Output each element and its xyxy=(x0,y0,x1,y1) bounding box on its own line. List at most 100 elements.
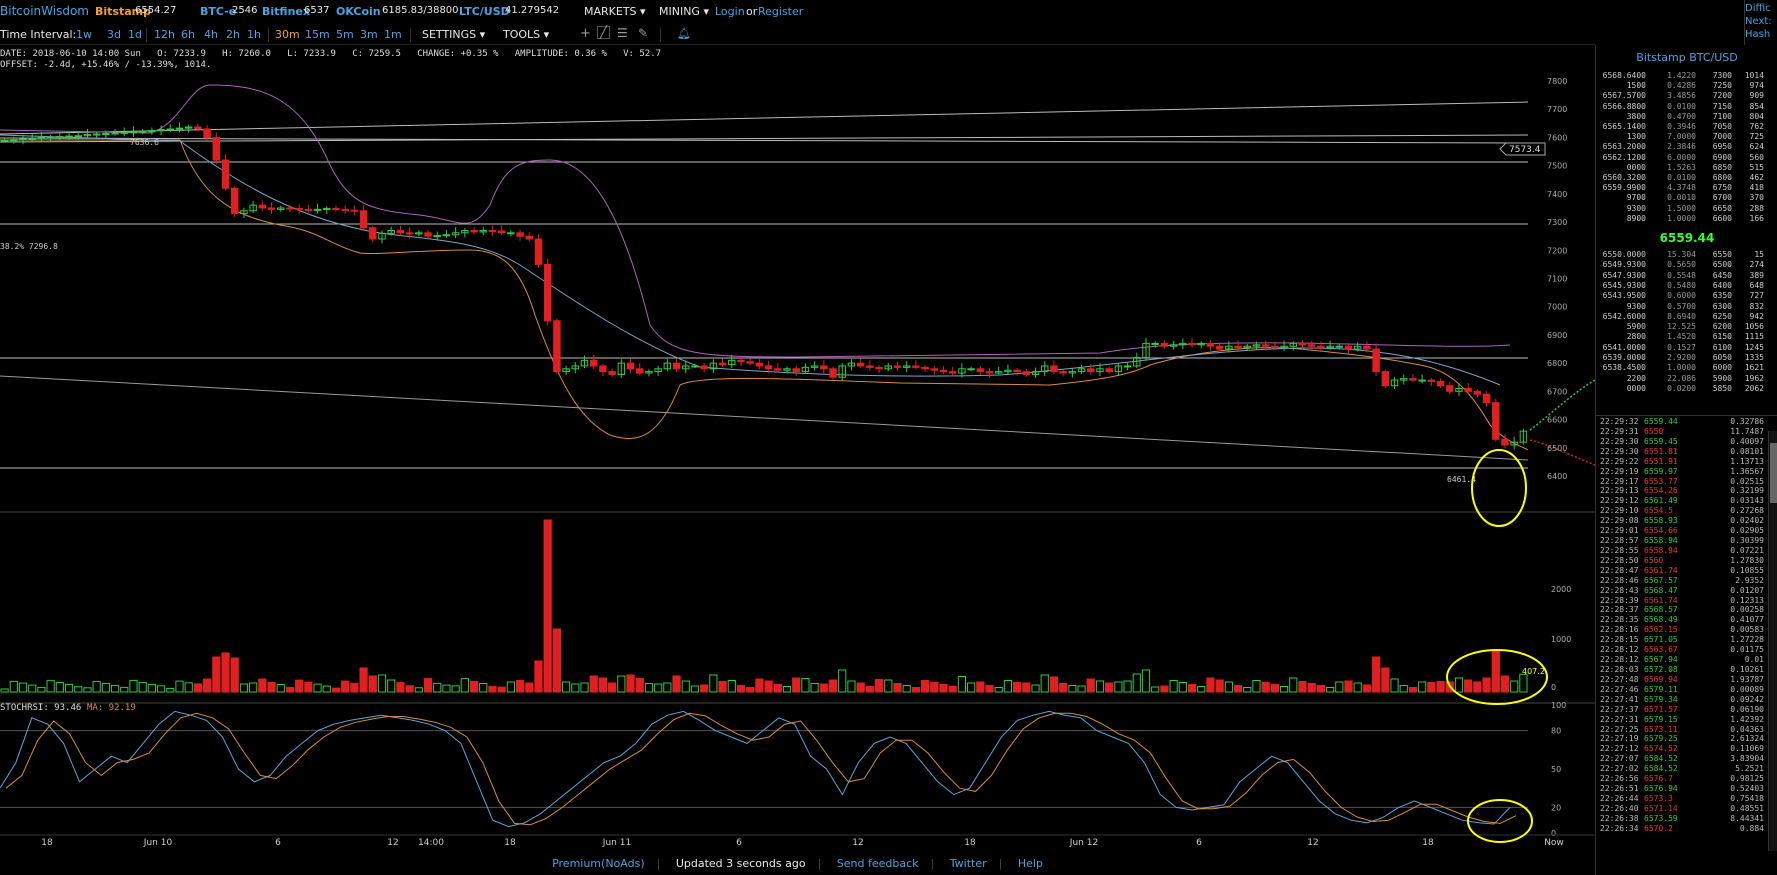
level-line[interactable] xyxy=(0,137,1529,144)
volume-bar xyxy=(1243,687,1252,693)
trendline-icon[interactable]: ╱ xyxy=(597,26,610,39)
candle-body xyxy=(755,362,764,367)
interval-12h[interactable]: 12h xyxy=(154,28,175,41)
ticker-name[interactable]: OKCoin xyxy=(336,5,381,18)
bid-cell: 727 xyxy=(1749,291,1764,301)
candle-body xyxy=(295,208,303,211)
x-axis-label: 6 xyxy=(1196,838,1202,848)
candle-body xyxy=(451,232,460,236)
help-link[interactable]: Help xyxy=(1017,857,1043,870)
bid-cell: 0.5700 xyxy=(1667,301,1696,311)
candle-body xyxy=(10,139,18,142)
ask-row: 9300 1.5000 6650 288 xyxy=(1600,204,1766,214)
candle-body xyxy=(267,207,276,210)
bid-row: 6550.0000 15.304 6550 15 xyxy=(1600,250,1766,260)
premium-link[interactable]: Premium(NoAds) xyxy=(552,857,645,870)
projection-down xyxy=(1529,439,1595,466)
volume-bar xyxy=(203,678,212,693)
highlight-circle xyxy=(1467,799,1533,843)
bid-cell: 1056 xyxy=(1744,322,1764,332)
volume-bar xyxy=(782,686,792,693)
tools-menu[interactable]: TOOLS ▾ xyxy=(503,28,550,41)
candle-body xyxy=(1436,380,1445,387)
trade-price: 6572.08 xyxy=(1644,665,1678,674)
trade-amount: 0.02402 xyxy=(1730,516,1764,526)
login-link[interactable]: Login xyxy=(715,5,745,18)
interval-1d[interactable]: 1d xyxy=(128,28,142,41)
interval-1w[interactable]: 1w xyxy=(76,28,92,41)
markets-menu[interactable]: MARKETS ▾ xyxy=(584,5,646,18)
current-price-label: 7573.4 xyxy=(1509,145,1541,155)
fib-lines-icon[interactable]: ☰ xyxy=(617,26,628,40)
interval-5m[interactable]: 5m xyxy=(336,28,354,41)
ticker-name[interactable]: Bitfinex xyxy=(262,5,310,18)
ask-cell: 6700 xyxy=(1712,193,1732,203)
candle-body xyxy=(1197,342,1205,346)
candle-body xyxy=(976,368,985,373)
ticker-name[interactable]: BTC-e xyxy=(200,5,237,18)
mining-menu[interactable]: MINING ▾ xyxy=(659,5,709,18)
bid-cell: 5900 xyxy=(1712,373,1732,383)
interval-6h[interactable]: 6h xyxy=(181,28,195,41)
interval-2h[interactable]: 2h xyxy=(226,28,240,41)
volume-bar xyxy=(976,681,985,693)
trend-line[interactable] xyxy=(0,375,1529,461)
bid-cell: 1962 xyxy=(1744,373,1764,383)
candle-body xyxy=(1068,371,1077,374)
interval-3d[interactable]: 3d xyxy=(107,28,121,41)
send-feedback-link[interactable]: Send feedback xyxy=(836,857,919,870)
ask-cell: 6560.3200 xyxy=(1602,173,1646,182)
crosshair-icon[interactable]: + xyxy=(580,26,591,41)
interval-15m[interactable]: 15m xyxy=(305,28,330,41)
ask-cell: 7050 xyxy=(1712,122,1732,131)
bid-cell: 0.0200 xyxy=(1667,383,1696,393)
volume-bar xyxy=(258,678,267,693)
bid-row: 0000 0.0200 5850 2062 xyxy=(1600,384,1766,394)
ask-cell: 418 xyxy=(1749,183,1764,193)
volume-bar xyxy=(755,678,764,693)
settings-menu[interactable]: SETTINGS ▾ xyxy=(422,28,486,41)
volume-bar xyxy=(184,682,193,693)
x-axis-label: 6 xyxy=(275,838,281,848)
trade-amount: 5.2521 xyxy=(1735,764,1764,774)
trade-time: 22:29:30 xyxy=(1600,436,1639,446)
alert-bell-icon[interactable]: 🔔︎ xyxy=(677,27,691,40)
volume-bar xyxy=(515,679,525,693)
x-axis-label: 12 xyxy=(387,838,398,848)
interval-1h[interactable]: 1h xyxy=(247,28,261,41)
trade-price: 6562.15 xyxy=(1644,625,1678,635)
draw-pen-icon[interactable]: ✎ xyxy=(638,26,649,40)
trade-amount: 1.42392 xyxy=(1730,714,1764,724)
ask-cell: 909 xyxy=(1749,91,1764,101)
level-line[interactable] xyxy=(0,134,1529,143)
volume-bar xyxy=(902,685,911,693)
candle-body xyxy=(0,139,9,142)
ticker-name[interactable]: Bitstamp xyxy=(95,5,151,18)
ask-cell: 560 xyxy=(1749,152,1764,162)
brand-logo[interactable]: BitcoinWisdom xyxy=(0,4,89,18)
trade-row: 22:26:34 6570.2 0.884 xyxy=(1600,824,1766,833)
candle-body xyxy=(19,138,27,141)
trades-scrollbar[interactable] xyxy=(1768,431,1777,851)
candle-body xyxy=(111,132,119,135)
trade-row: 22:27:07 6584.52 3.83904 xyxy=(1600,754,1766,763)
trade-time: 22:27:02 xyxy=(1600,764,1639,774)
toolbar-divider xyxy=(410,28,411,42)
interval-3m[interactable]: 3m xyxy=(360,28,378,41)
ticker-name[interactable]: LTC/USD xyxy=(459,5,510,18)
candle-body xyxy=(912,365,920,368)
trade-time: 22:28:15 xyxy=(1600,635,1639,645)
interval-30m[interactable]: 30m xyxy=(275,28,300,41)
price-chart[interactable]: 7636.6 38.2% 7296.8 6461.4 7800 7700 7600 7500… xyxy=(0,45,1595,857)
scroll-thumb[interactable] xyxy=(1770,443,1777,503)
level-line[interactable] xyxy=(0,101,1529,135)
register-link[interactable]: Register xyxy=(758,5,804,18)
interval-4h[interactable]: 4h xyxy=(204,28,218,41)
x-axis-label: 18 xyxy=(964,838,976,848)
twitter-link[interactable]: Twitter xyxy=(949,857,987,870)
trade-time: 22:27:19 xyxy=(1600,734,1639,744)
ask-cell: 6563.2000 xyxy=(1602,142,1646,152)
candle-body xyxy=(424,232,432,237)
candle-body xyxy=(995,371,1003,374)
interval-1m[interactable]: 1m xyxy=(384,28,402,41)
